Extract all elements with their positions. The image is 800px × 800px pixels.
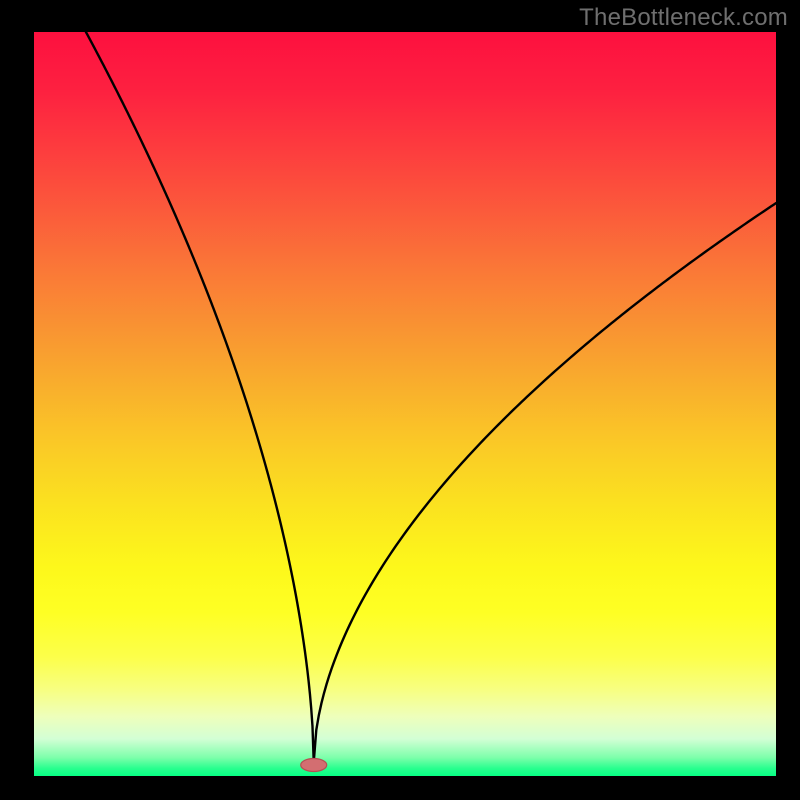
chart-background (34, 32, 776, 776)
bottleneck-chart (0, 0, 800, 800)
watermark-text: TheBottleneck.com (579, 4, 788, 32)
marker-group (301, 759, 327, 772)
optimum-marker (301, 759, 327, 772)
